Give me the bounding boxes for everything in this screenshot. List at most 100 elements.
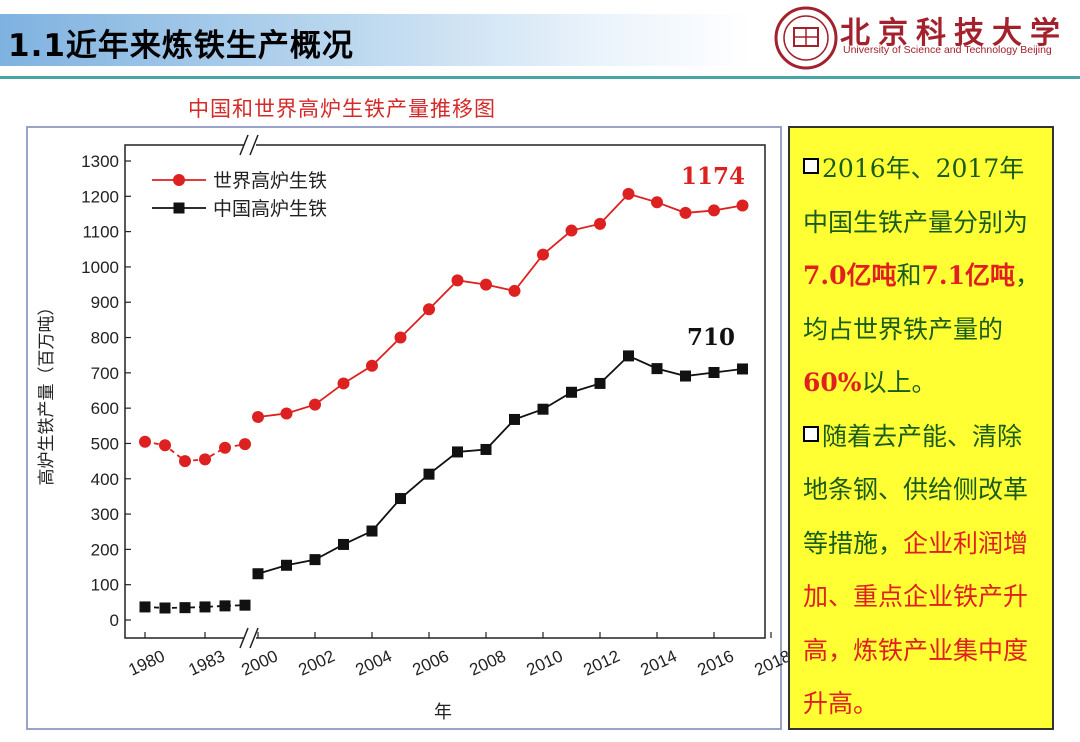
- chart-series: [139, 187, 749, 614]
- data-point: [423, 468, 435, 480]
- y-tick-label: 400: [91, 470, 119, 489]
- y-tick-label: 0: [110, 611, 119, 630]
- header-divider: [0, 76, 1080, 79]
- plot-area-border: [124, 144, 766, 639]
- data-point: [594, 217, 606, 230]
- china-annotation: 710: [687, 324, 735, 351]
- x-axis-break-mark-gap: [244, 628, 256, 648]
- data-point: [566, 386, 577, 398]
- data-point: [651, 363, 663, 375]
- data-point: [395, 493, 406, 505]
- university-name-en: University of Science and Technology Bei…: [843, 44, 1052, 56]
- data-point: [309, 554, 321, 566]
- top-axis-break-mark-gap: [244, 135, 256, 155]
- data-point: [252, 410, 264, 423]
- data-point: [508, 284, 521, 297]
- university-seal-icon: [774, 6, 838, 70]
- x-tick-label: 2008: [467, 646, 509, 679]
- x-tick-label: 2000: [239, 646, 281, 679]
- x-axis-label: 年: [434, 702, 452, 723]
- x-tick-label: 2006: [410, 646, 452, 679]
- y-tick-label: 600: [91, 399, 119, 418]
- y-axis-ticks: 0 100 200 300 400 500 600 700 800 900 1000 1100 1200…: [81, 152, 131, 630]
- x-tick-label: 1983: [186, 646, 228, 679]
- legend-marker: [173, 174, 185, 186]
- data-point: [159, 439, 171, 452]
- data-point: [680, 370, 691, 382]
- y-tick-label: 900: [91, 293, 119, 312]
- iron-production-chart: 0 100 200 300 400 500 600 700 800 900 1000 1100 1200…: [37, 134, 790, 723]
- y-tick-label: 500: [91, 434, 119, 453]
- data-point: [622, 187, 635, 200]
- top-axis-break-mark: [249, 134, 259, 156]
- data-point: [480, 278, 492, 291]
- legend-marker: [173, 202, 185, 214]
- y-tick-label: 700: [91, 364, 119, 383]
- legend-label: 中国高炉生铁: [213, 198, 327, 220]
- data-point: [199, 453, 211, 466]
- world-annotation: 1174: [681, 163, 745, 190]
- x-tick-label: 2004: [353, 646, 395, 679]
- x-tick-label: 2016: [695, 646, 737, 679]
- y-tick-label: 300: [91, 505, 119, 524]
- x-axis-break-mark: [239, 627, 249, 649]
- legend-label: 世界高炉生铁: [213, 170, 327, 192]
- x-tick-label: 2018: [752, 646, 790, 679]
- data-point: [139, 601, 151, 613]
- data-point: [366, 525, 378, 537]
- data-point: [651, 196, 663, 209]
- x-tick-label: 2012: [581, 646, 623, 679]
- data-point: [309, 398, 321, 411]
- data-point: [480, 443, 492, 455]
- data-point: [452, 446, 463, 458]
- series-line-0: [257, 192, 743, 418]
- data-point: [736, 199, 749, 212]
- data-point: [179, 602, 191, 614]
- data-point: [394, 331, 407, 344]
- data-point: [280, 407, 293, 420]
- data-point: [451, 274, 464, 287]
- data-point: [281, 559, 292, 571]
- data-point: [337, 377, 350, 390]
- data-point: [509, 413, 520, 425]
- y-axis-label: 高炉生铁产量（百万吨）: [37, 299, 57, 486]
- chart-axes: [124, 134, 766, 649]
- data-point: [623, 350, 634, 362]
- data-point: [179, 455, 191, 468]
- data-point: [537, 403, 549, 415]
- data-point: [708, 366, 720, 378]
- y-tick-label: 200: [91, 540, 119, 559]
- square-bullet-icon: [803, 425, 819, 442]
- data-point: [239, 599, 251, 611]
- square-bullet-icon: [803, 158, 819, 174]
- chart-frame: [26, 126, 782, 730]
- x-axis-break-mark: [249, 627, 259, 649]
- x-tick-label: 1980: [126, 646, 168, 679]
- data-point: [159, 602, 171, 614]
- y-tick-label: 1300: [81, 152, 119, 171]
- data-point: [737, 363, 748, 375]
- data-point: [679, 206, 692, 219]
- data-point: [199, 601, 211, 613]
- data-point: [366, 359, 378, 372]
- summary-paragraph-1: 2016年、2017年中国生铁产量分别为7.0亿吨和7.1亿吨，均占世界铁产量的…: [803, 154, 1041, 397]
- series-line-1: [257, 354, 743, 575]
- university-name-cn: 北京科技大学: [840, 16, 1068, 51]
- x-axis-ticks: 1980 1983 2000 2002 2004 2006 2008 2010 2012 2014…: [126, 632, 790, 680]
- data-point: [139, 435, 151, 448]
- data-point: [219, 441, 231, 454]
- y-tick-label: 1100: [82, 223, 119, 242]
- data-point: [537, 248, 549, 261]
- top-axis-break-mark: [239, 134, 249, 156]
- data-point: [252, 568, 264, 580]
- y-tick-label: 1000: [81, 258, 119, 277]
- title-band: [0, 14, 750, 66]
- x-tick-label: 2014: [638, 646, 680, 679]
- summary-paragraph-2: 随着去产能、清除地条钢、供给侧改革等措施，企业利润增加、重点企业铁产升高，炼铁产…: [803, 421, 1029, 718]
- data-point: [423, 303, 435, 316]
- summary-box: 2016年、2017年中国生铁产量分别为7.0亿吨和7.1亿吨，均占世界铁产量的…: [788, 126, 1054, 730]
- data-point: [219, 600, 231, 612]
- y-tick-label: 800: [91, 329, 119, 348]
- data-point: [239, 438, 251, 451]
